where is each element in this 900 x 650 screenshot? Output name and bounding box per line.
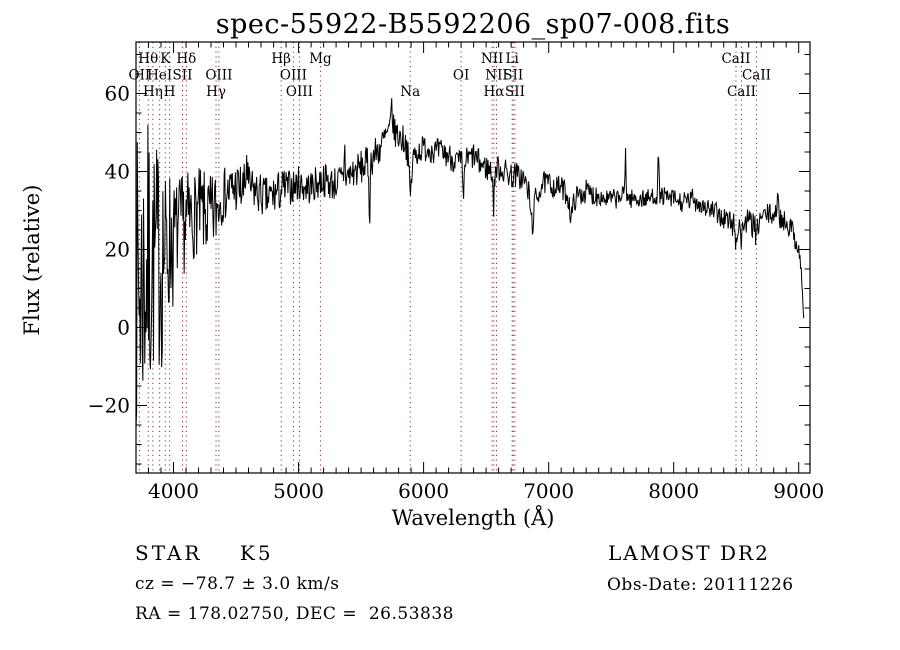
y-tick-label: 0 xyxy=(117,316,130,340)
spectral-line-label: Na xyxy=(400,84,420,100)
x-axis-label: Wavelength (Å) xyxy=(391,506,555,530)
spectral-line-label: OIII xyxy=(286,84,313,100)
spectral-line-label: SII xyxy=(503,68,523,84)
spectral-line-label: Hθ xyxy=(138,51,158,67)
spectral-line-label: OI xyxy=(453,68,469,84)
spectral-line-label: OII xyxy=(129,68,151,84)
spectrum-trace xyxy=(135,98,805,426)
spectral-line-label: K xyxy=(160,51,171,67)
radial-velocity-text: cz = −78.7 ± 3.0 km/s xyxy=(135,574,340,594)
spectral-line-label: HeI xyxy=(147,68,172,84)
spectral-line-label: Hη xyxy=(143,84,163,100)
spectral-line-label: CaII xyxy=(727,84,756,100)
y-tick-label: 60 xyxy=(105,81,130,105)
ra-dec-text: RA = 178.02750, DEC = 26.53838 xyxy=(135,604,454,624)
x-tick-label: 9000 xyxy=(773,479,824,503)
spectral-line-label: Hδ xyxy=(176,51,196,67)
spectral-line-label: SII xyxy=(505,84,525,100)
y-tick-label: −20 xyxy=(88,394,130,418)
spectral-line-label: Hβ xyxy=(271,51,291,67)
spectral-line-label: SII xyxy=(173,68,193,84)
spectral-line-label: Hα xyxy=(484,84,505,100)
spectral-line-label: NII xyxy=(485,68,507,84)
x-tick-label: 5000 xyxy=(273,479,324,503)
x-tick-label: 8000 xyxy=(648,479,699,503)
plot-title: spec-55922-B5592206_sp07-008.fits xyxy=(215,9,731,40)
x-tick-label: 6000 xyxy=(398,479,449,503)
x-tick-label: 7000 xyxy=(523,479,574,503)
obs-date-text: Obs-Date: 20111226 xyxy=(607,575,794,595)
axis-ticks xyxy=(136,42,810,473)
spectral-line-label: CaII xyxy=(742,68,771,84)
spectral-line-label: Li xyxy=(505,51,519,67)
survey-release-text: LAMOST DR2 xyxy=(608,541,770,565)
spectral-line-label: Mg xyxy=(309,51,332,67)
x-tick-label: 4000 xyxy=(148,479,199,503)
spectral-line-label: CaII xyxy=(721,51,750,67)
spectral-line-label: Hγ xyxy=(206,84,226,100)
y-tick-label: 40 xyxy=(105,159,130,183)
spectral-line-label: NII xyxy=(481,51,503,67)
y-tick-label: 20 xyxy=(105,238,130,262)
plot-frame xyxy=(135,41,811,474)
spectral-line-label: H xyxy=(164,84,176,100)
spectral-line-label: OIII xyxy=(280,68,307,84)
object-class-text: STAR K5 xyxy=(135,541,274,565)
spectral-line-label: OIII xyxy=(205,68,232,84)
